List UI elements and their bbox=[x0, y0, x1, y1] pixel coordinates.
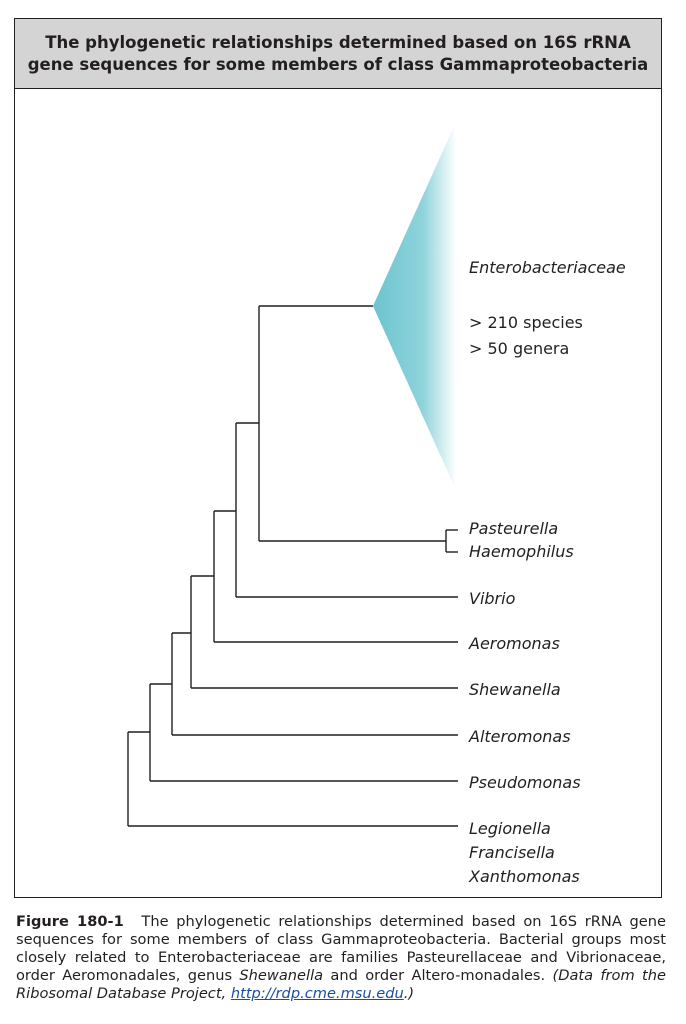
taxon-label-alteromonas: Alteromonas bbox=[469, 727, 571, 746]
clade-name-label: Enterobacteriaceae bbox=[469, 258, 626, 277]
taxon-label-legionella: Legionella bbox=[469, 819, 551, 838]
taxon-label-shewanella: Shewanella bbox=[469, 680, 561, 699]
caption-figure-label: Figure 180-1 bbox=[16, 913, 124, 930]
title-band: The phylogenetic relationships determine… bbox=[15, 19, 661, 89]
taxon-label-pasteurella: Pasteurella bbox=[469, 519, 559, 538]
taxon-label-vibrio: Vibrio bbox=[469, 589, 516, 608]
caption-url-link[interactable]: http://rdp.cme.msu.edu bbox=[230, 985, 404, 1002]
figure-title: The phylogenetic relationships determine… bbox=[28, 32, 649, 76]
figure-caption: Figure 180-1 The phylogenetic relationsh… bbox=[16, 913, 666, 1003]
figure-frame: The phylogenetic relationships determine… bbox=[14, 18, 662, 898]
enterobacteriaceae-clade bbox=[373, 122, 456, 490]
caption-close: .) bbox=[403, 985, 415, 1002]
taxon-label-aeromonas: Aeromonas bbox=[469, 634, 560, 653]
caption-text-2: and order Altero-monadales. bbox=[330, 967, 546, 984]
taxon-label-haemophilus: Haemophilus bbox=[469, 542, 574, 561]
taxon-label-pseudomonas: Pseudomonas bbox=[469, 773, 581, 792]
title-line-2: gene sequences for some members of class… bbox=[27, 54, 649, 74]
taxon-label-xanthomonas: Xanthomonas bbox=[469, 867, 580, 886]
caption-source: (Data from the Ribosomal Database Projec… bbox=[16, 967, 666, 1002]
clade-species-label: > 210 species bbox=[469, 313, 583, 332]
title-line-1: The phylogenetic relationships determine… bbox=[45, 32, 631, 52]
caption-text-1: The phylogenetic relationships determine… bbox=[16, 913, 666, 984]
clade-genera-label: > 50 genera bbox=[469, 339, 570, 358]
caption-shewanella: Shewanella bbox=[239, 967, 324, 984]
taxon-label-francisella: Francisella bbox=[469, 843, 555, 862]
